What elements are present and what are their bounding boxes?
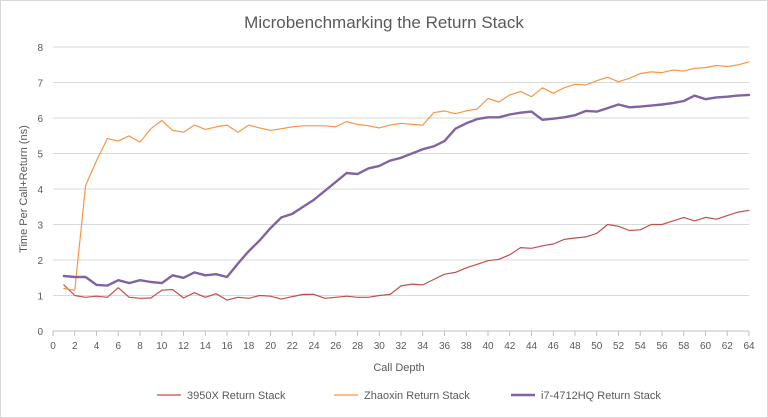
x-tick-label: 48 — [569, 341, 581, 352]
x-tick-label: 38 — [461, 341, 473, 352]
legend: 3950X Return Stack Zhaoxin Return Stack i7… — [157, 390, 661, 402]
legend-item: Zhaoxin Return Stack — [334, 390, 470, 402]
x-tick-label: 64 — [743, 341, 755, 352]
y-tick-label: 1 — [37, 292, 43, 303]
x-tick-label: 22 — [287, 341, 299, 352]
series-line-2 — [63, 61, 750, 291]
series-line-3 — [62, 93, 751, 287]
y-tick-label: 0 — [37, 327, 43, 338]
x-tick-label: 20 — [265, 341, 277, 352]
x-tick-label: 40 — [482, 341, 494, 352]
y-tick-label: 2 — [37, 256, 43, 267]
series-lines — [62, 61, 751, 301]
x-tick-label: 42 — [504, 341, 516, 352]
x-tick-label: 2 — [72, 341, 78, 352]
x-tick-label: 16 — [221, 341, 233, 352]
x-tick-label: 6 — [115, 341, 121, 352]
x-tick-label: 8 — [137, 341, 143, 352]
x-tick-label: 36 — [439, 341, 451, 352]
x-tick-label: 18 — [243, 341, 255, 352]
y-tick-label: 5 — [37, 150, 43, 161]
legend-label: Zhaoxin Return Stack — [364, 390, 470, 402]
x-tick-label: 24 — [308, 341, 320, 352]
x-tick-label: 34 — [417, 341, 429, 352]
x-tick-label: 52 — [613, 341, 625, 352]
x-tick-label: 58 — [678, 341, 690, 352]
y-tick-label: 3 — [37, 221, 43, 232]
x-tick-label: 44 — [526, 341, 538, 352]
legend-label: 3950X Return Stack — [187, 390, 286, 402]
gridlines — [53, 46, 749, 332]
legend-item: 3950X Return Stack — [157, 390, 286, 402]
x-tick-label: 14 — [200, 341, 212, 352]
x-tick-label: 4 — [94, 341, 100, 352]
x-tick-label: 30 — [374, 341, 386, 352]
y-axis-label: Time Per Call+Return (ns) — [18, 125, 30, 253]
y-tick-label: 8 — [37, 43, 43, 54]
x-tick-label: 0 — [50, 341, 56, 352]
y-tick-label: 6 — [37, 114, 43, 125]
legend-label: i7-4712HQ Return Stack — [541, 390, 661, 402]
x-axis-label: Call Depth — [373, 362, 424, 374]
x-tick-label: 12 — [178, 341, 190, 352]
x-tick-label: 28 — [352, 341, 364, 352]
legend-item: i7-4712HQ Return Stack — [511, 390, 661, 402]
x-tick-label: 60 — [700, 341, 712, 352]
x-tick-label: 62 — [722, 341, 734, 352]
x-tick-label: 46 — [548, 341, 560, 352]
chart-title: Microbenchmarking the Return Stack — [244, 13, 524, 32]
x-tick-label: 32 — [395, 341, 407, 352]
series-line-1 — [63, 209, 750, 301]
x-tick-label: 10 — [156, 341, 168, 352]
y-tick-label: 7 — [37, 79, 43, 90]
y-tick-label: 4 — [37, 185, 43, 196]
x-tick-label: 26 — [330, 341, 342, 352]
x-tick-label: 56 — [656, 341, 668, 352]
x-tick-label: 50 — [591, 341, 603, 352]
x-tick-label: 54 — [635, 341, 647, 352]
